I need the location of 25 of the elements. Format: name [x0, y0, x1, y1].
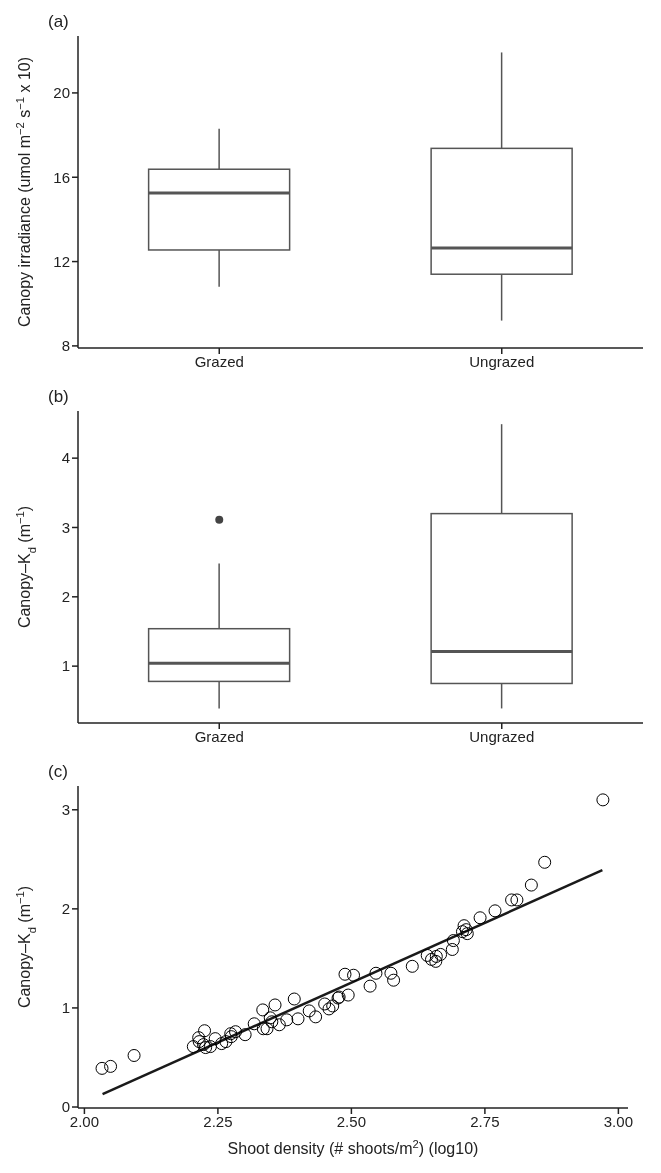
x-tick-label: Grazed	[194, 352, 244, 370]
x-tick-label: Ungrazed	[469, 727, 535, 745]
x-tick-label: 3.00	[603, 1112, 633, 1130]
y-tick-label: 12	[53, 252, 70, 270]
chart-title: (a)	[48, 12, 69, 32]
y-tick-label: 4	[61, 449, 70, 467]
y-tick-label: 0	[61, 1098, 70, 1116]
x-tick-label: 2.00	[69, 1112, 100, 1130]
y-tick-label: 1	[61, 657, 70, 675]
x-tick-label: 2.50	[336, 1112, 366, 1130]
chart-title: (c)	[48, 762, 68, 782]
y-tick-label: 16	[53, 168, 70, 186]
y-tick-label: 2	[61, 900, 70, 918]
x-tick-label: 2.25	[203, 1112, 233, 1130]
y-tick-label: 3	[61, 801, 70, 819]
x-axis-title: Shoot density (# shoots/m$^{2}$) (log10)	[227, 1138, 479, 1157]
x-tick-label: Grazed	[194, 727, 244, 745]
x-tick-label: Ungrazed	[469, 352, 535, 370]
y-tick-label: 1	[61, 999, 70, 1017]
chart-title: (b)	[48, 387, 69, 407]
x-tick-label: 2.75	[470, 1112, 500, 1130]
y-tick-label: 20	[53, 84, 70, 102]
y-tick-label: 3	[61, 518, 70, 536]
y-tick-label: 8	[61, 337, 70, 355]
y-tick-label: 2	[61, 588, 70, 606]
